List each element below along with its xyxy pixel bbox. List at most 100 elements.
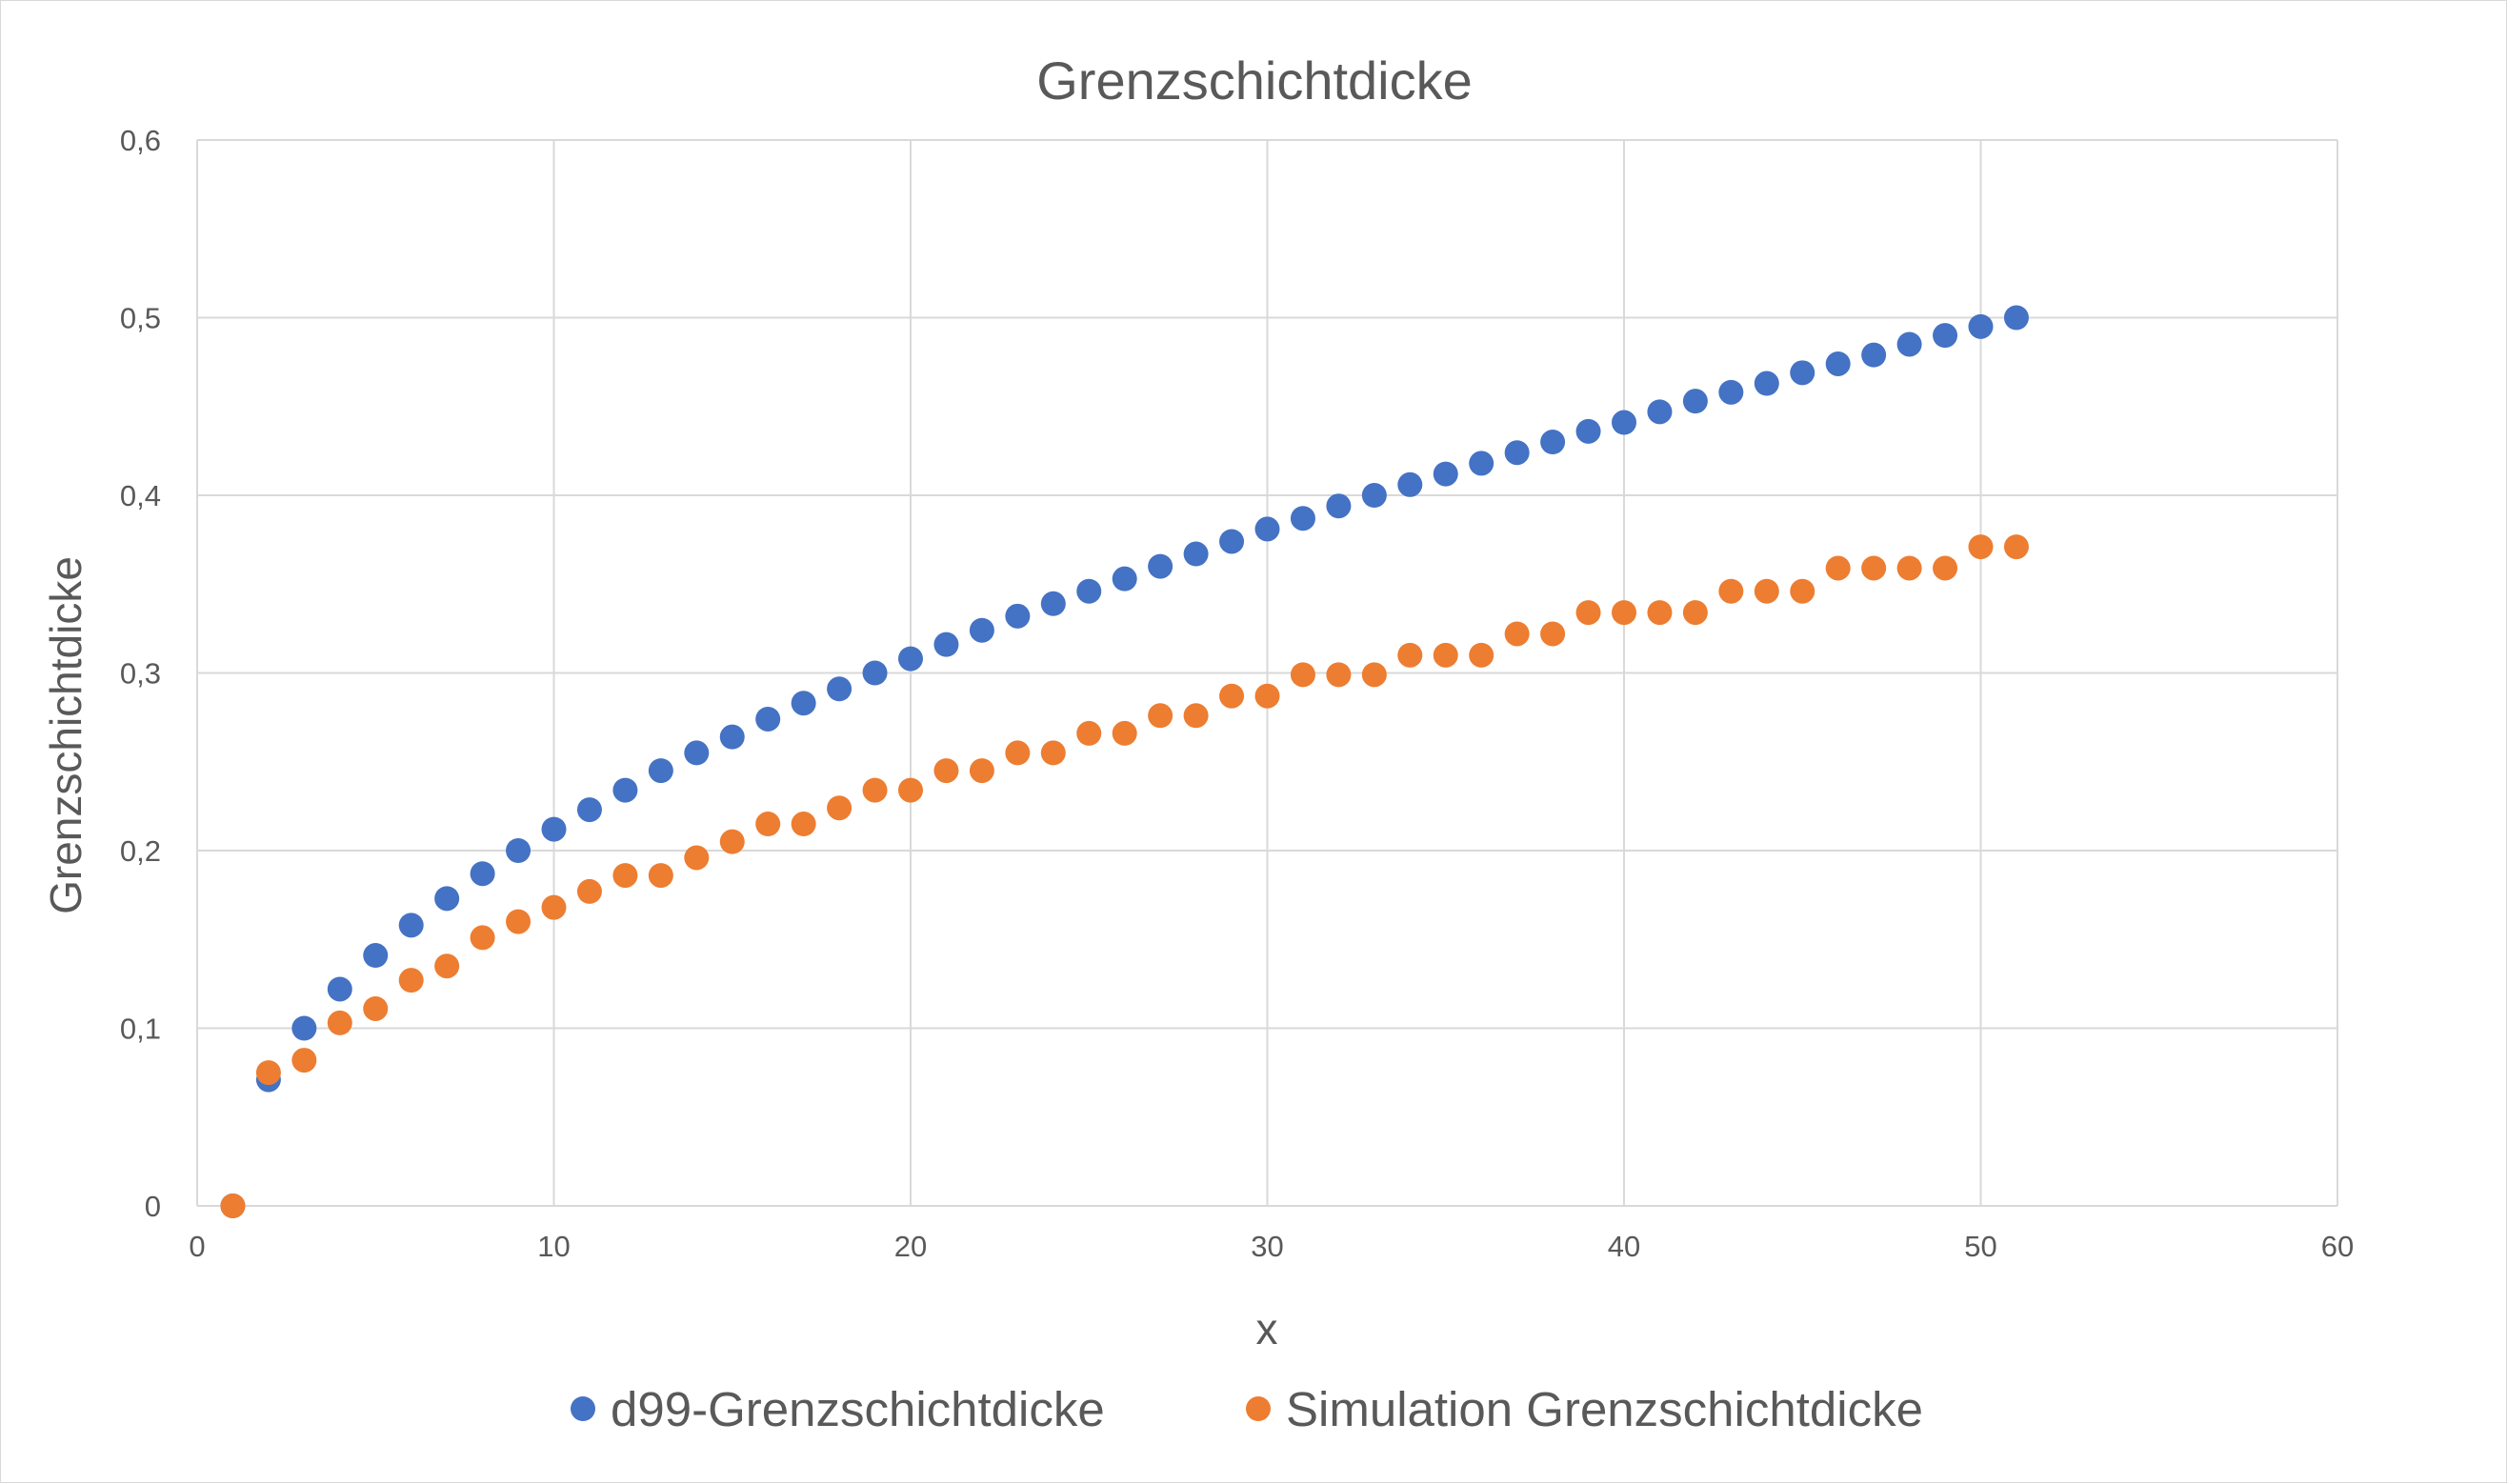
data-point — [1861, 555, 1887, 581]
data-point — [719, 829, 745, 854]
data-point — [1861, 342, 1887, 368]
x-tick-label: 20 — [894, 1230, 927, 1263]
data-point — [1790, 578, 1815, 604]
data-point — [1718, 379, 1744, 405]
data-point — [1040, 740, 1066, 766]
y-tick-label: 0 — [145, 1190, 161, 1223]
data-point — [933, 632, 959, 657]
y-axis-title: Grenzschichtdicke — [41, 556, 90, 914]
data-point — [1647, 600, 1673, 626]
legend-label: d99-Grenzschichtdicke — [611, 1382, 1105, 1436]
data-point — [1005, 740, 1031, 766]
data-point — [1254, 683, 1280, 709]
data-point — [1433, 642, 1458, 668]
data-point — [1933, 555, 1958, 581]
x-tick-label: 30 — [1251, 1230, 1283, 1263]
data-point — [1076, 720, 1102, 746]
data-point — [1040, 591, 1066, 616]
data-point — [1612, 600, 1636, 626]
data-point — [434, 886, 460, 912]
data-point — [969, 758, 994, 784]
data-point — [2003, 305, 2029, 331]
data-point — [1219, 529, 1245, 554]
data-point — [1361, 483, 1387, 508]
data-point — [255, 1060, 281, 1086]
y-tick-label: 0,4 — [120, 479, 161, 512]
data-point — [1896, 555, 1922, 581]
data-point — [470, 925, 495, 951]
data-point — [862, 777, 888, 803]
data-point — [1148, 703, 1173, 729]
chart-title: Grenzschichtdicke — [1036, 50, 1473, 110]
data-point — [363, 995, 389, 1021]
gridlines — [196, 139, 2338, 1207]
data-point — [684, 845, 710, 871]
data-point — [862, 660, 888, 686]
data-point — [576, 878, 602, 904]
data-point — [1469, 642, 1494, 668]
data-point — [1254, 516, 1280, 542]
data-point — [2003, 534, 2029, 560]
data-point — [969, 617, 994, 643]
data-point — [1682, 600, 1708, 626]
data-point — [1183, 703, 1209, 729]
data-point — [327, 976, 352, 1002]
data-point — [684, 740, 710, 766]
data-point — [1540, 430, 1566, 455]
data-point — [1540, 621, 1566, 647]
data-point — [1326, 662, 1352, 688]
data-point — [1790, 360, 1815, 386]
data-point — [827, 795, 852, 821]
data-point — [470, 861, 495, 887]
data-point — [1076, 578, 1102, 604]
data-point — [1575, 600, 1601, 626]
data-point — [1326, 493, 1352, 519]
data-point — [1825, 351, 1851, 376]
data-point — [291, 1015, 317, 1041]
data-point — [576, 797, 602, 823]
data-point — [1718, 578, 1744, 604]
data-point — [1290, 662, 1315, 688]
data-point — [1504, 621, 1530, 647]
data-point — [220, 1193, 246, 1218]
data-point — [398, 912, 424, 938]
data-point — [1469, 451, 1494, 476]
data-point — [1112, 720, 1137, 746]
data-point — [1612, 410, 1636, 435]
legend-label: Simulation Grenzschichtdicke — [1286, 1382, 1923, 1436]
data-point — [1219, 683, 1245, 709]
series-2-points — [220, 534, 2029, 1218]
legend-marker — [1246, 1396, 1271, 1421]
data-point — [1968, 534, 1994, 560]
data-point — [1504, 440, 1530, 466]
legend: d99-Grenzschichtdicke Simulation Grenzsch… — [571, 1382, 1923, 1436]
data-point — [541, 816, 567, 842]
y-tick-label: 0,3 — [120, 657, 161, 691]
data-point — [791, 812, 816, 837]
data-point — [434, 953, 460, 979]
data-point — [898, 646, 923, 672]
data-point — [933, 758, 959, 784]
data-point — [541, 894, 567, 920]
data-point — [1148, 553, 1173, 579]
legend-marker — [571, 1396, 595, 1421]
data-point — [1183, 541, 1209, 567]
y-tick-label: 0,1 — [120, 1013, 161, 1046]
data-point — [1290, 506, 1315, 531]
data-point — [1754, 578, 1779, 604]
data-point — [1361, 662, 1387, 688]
data-point — [291, 1048, 317, 1073]
series-1-points — [220, 305, 2029, 1218]
data-point — [327, 1010, 352, 1035]
data-point — [648, 863, 673, 889]
y-tick-label: 0,6 — [120, 124, 161, 157]
data-point — [506, 838, 531, 863]
data-point — [398, 968, 424, 993]
data-point — [363, 943, 389, 969]
data-point — [898, 777, 923, 803]
data-point — [1754, 371, 1779, 396]
data-point — [1968, 313, 1994, 339]
data-point — [1933, 323, 1958, 349]
